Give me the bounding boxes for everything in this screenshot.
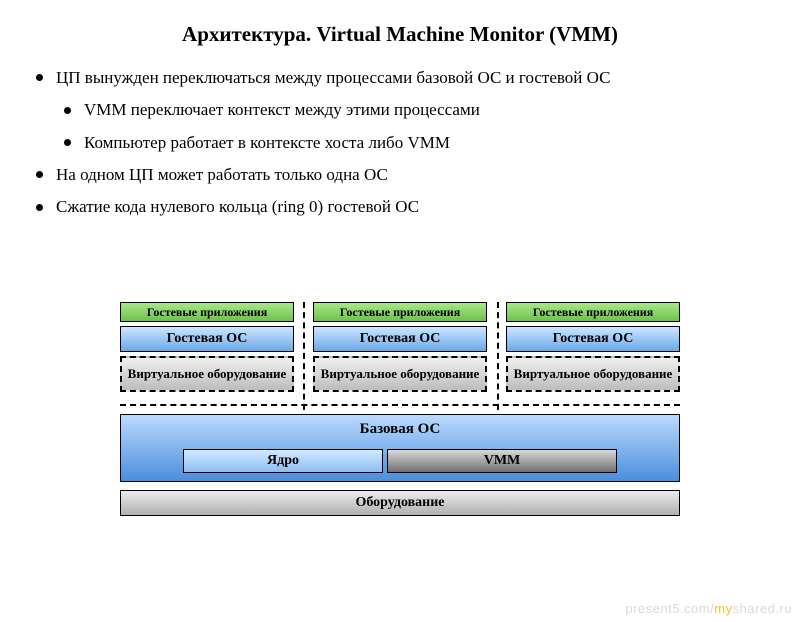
watermark-text: present5.com/	[625, 601, 714, 616]
guest-app-box: Гостевые приложения	[120, 302, 294, 322]
kernel-box: Ядро	[183, 449, 383, 473]
guest-os-box: Гостевая ОС	[506, 326, 680, 352]
vertical-separator	[497, 302, 499, 420]
virtual-hardware-box: Виртуальное оборудование	[506, 356, 680, 392]
base-os-box: Базовая ОС Ядро VMM	[120, 414, 680, 482]
watermark-text: my	[714, 601, 732, 616]
bullet-item: ЦП вынужден переключаться между процесса…	[36, 65, 780, 91]
base-os-label: Базовая ОС	[121, 415, 679, 438]
bullet-item: На одном ЦП может работать только одна О…	[36, 162, 780, 188]
guest-app-box: Гостевые приложения	[506, 302, 680, 322]
hardware-box: Оборудование	[120, 490, 680, 516]
bullet-sublist: VMM переключает контекст между этими про…	[64, 97, 760, 156]
guest-os-box: Гостевая ОС	[120, 326, 294, 352]
vertical-separator	[303, 302, 305, 420]
bullet-list: ЦП вынужден переключаться между процесса…	[36, 65, 780, 221]
vmm-box: VMM	[387, 449, 617, 473]
bullet-item: Сжатие кода нулевого кольца (ring 0) гос…	[36, 194, 780, 220]
guest-vm-column: Гостевые приложения Гостевая ОС Виртуаль…	[313, 302, 487, 392]
guest-vm-column: Гостевые приложения Гостевая ОС Виртуаль…	[120, 302, 294, 392]
virtual-hardware-box: Виртуальное оборудование	[313, 356, 487, 392]
base-os-inner-row: Ядро VMM	[121, 449, 679, 473]
watermark: present5.com/myshared.ru	[625, 601, 792, 616]
guest-vm-row: Гостевые приложения Гостевая ОС Виртуаль…	[120, 302, 680, 392]
bullet-item: VMM переключает контекст между этими про…	[64, 97, 760, 123]
watermark-text: shared.ru	[733, 601, 792, 616]
guest-vm-column: Гостевые приложения Гостевая ОС Виртуаль…	[506, 302, 680, 392]
guest-app-box: Гостевые приложения	[313, 302, 487, 322]
horizontal-separator	[120, 404, 680, 406]
page-title: Архитектура. Virtual Machine Monitor (VM…	[0, 22, 800, 47]
bullet-item: Компьютер работает в контексте хоста либ…	[64, 130, 760, 156]
virtual-hardware-box: Виртуальное оборудование	[120, 356, 294, 392]
vmm-architecture-diagram: Гостевые приложения Гостевая ОС Виртуаль…	[120, 302, 680, 516]
guest-os-box: Гостевая ОС	[313, 326, 487, 352]
